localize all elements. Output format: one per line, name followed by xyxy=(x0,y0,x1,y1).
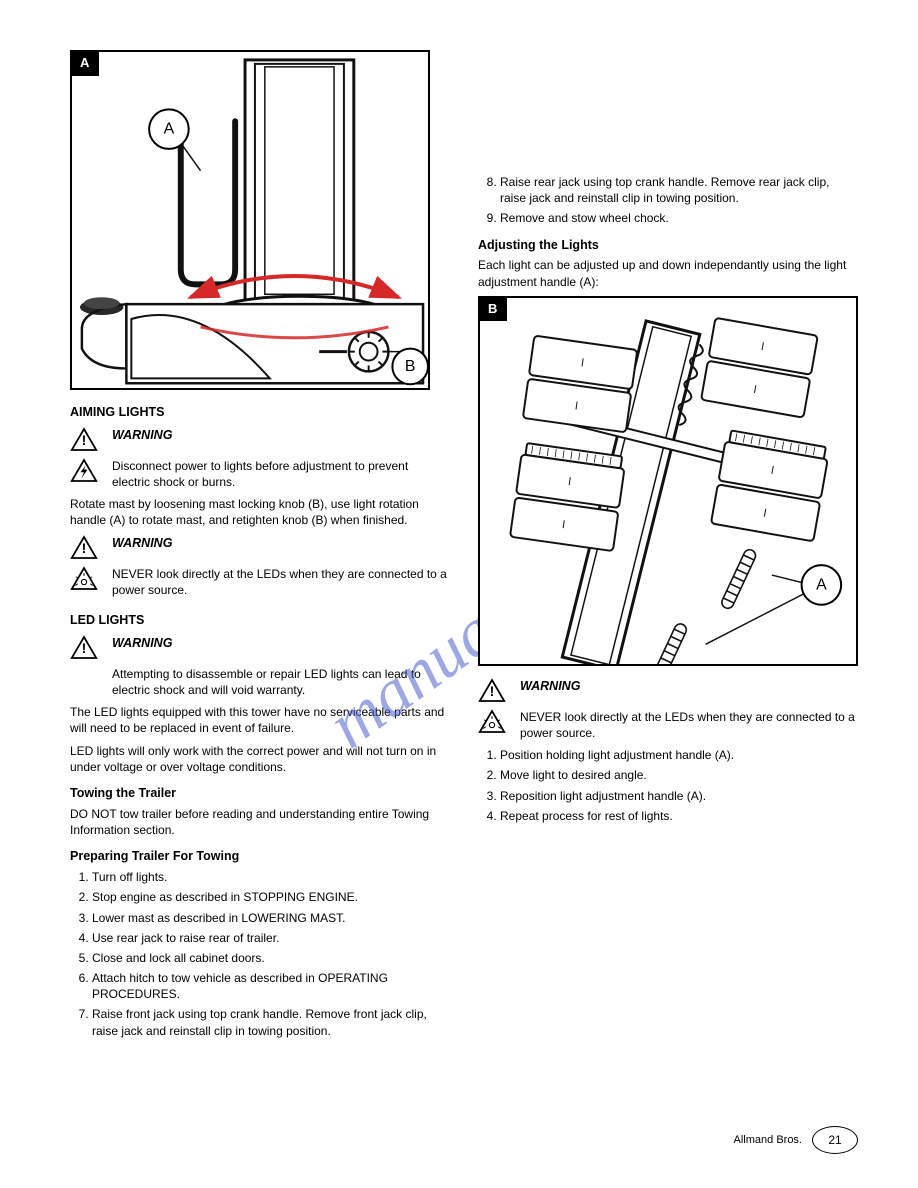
heading-towing: Towing the Trailer xyxy=(70,785,448,802)
warning-text: NEVER look directly at the LEDs when the… xyxy=(520,709,858,741)
warning-led-look-2: ! WARNING NEVER look directly at the LED… xyxy=(478,678,858,741)
list-item: Position holding light adjustment handle… xyxy=(500,747,858,763)
warning-title: WARNING xyxy=(520,678,858,695)
heading-led-lights: LED LIGHTS xyxy=(70,612,448,629)
led-note-2: LED lights will only work with the corre… xyxy=(70,743,448,775)
figure-b-callout-a: A xyxy=(816,576,827,593)
warning-triangle-icon: ! xyxy=(70,535,104,560)
warning-title: WARNING xyxy=(112,635,448,652)
footer-brand: Allmand Bros. xyxy=(734,1133,802,1148)
warning-title: WARNING xyxy=(112,535,448,552)
aim-instruction: Rotate mast by loosening mast locking kn… xyxy=(70,496,448,528)
adjust-steps: Position holding light adjustment handle… xyxy=(478,747,858,824)
list-item: Raise rear jack using top crank handle. … xyxy=(500,174,858,206)
left-column: A xyxy=(70,50,448,1045)
list-item: Raise front jack using top crank handle.… xyxy=(92,1006,448,1038)
warning-led-look: ! WARNING NEVER look directly at the LED… xyxy=(70,535,448,598)
figure-b-label: B xyxy=(478,296,507,322)
light-hazard-icon xyxy=(478,709,512,734)
svg-text:!: ! xyxy=(82,432,87,448)
list-item: Move light to desired angle. xyxy=(500,767,858,783)
heading-aiming-lights: AIMING LIGHTS xyxy=(70,404,448,421)
warning-electric: ! WARNING Disconnect power to lights bef… xyxy=(70,427,448,490)
light-hazard-icon xyxy=(70,566,104,591)
warning-led-repair: ! WARNING Attempting to disassemble or r… xyxy=(70,635,448,698)
svg-text:!: ! xyxy=(82,640,87,656)
towing-note: DO NOT tow trailer before reading and un… xyxy=(70,806,448,838)
figure-a-label: A xyxy=(70,50,99,76)
warning-title: WARNING xyxy=(112,427,448,444)
prepare-steps: Turn off lights. Stop engine as described… xyxy=(70,869,448,1039)
list-item: Use rear jack to raise rear of trailer. xyxy=(92,930,448,946)
warning-text: NEVER look directly at the LEDs when the… xyxy=(112,566,448,598)
heading-prepare-towing: Preparing Trailer For Towing xyxy=(70,848,448,865)
electric-hazard-icon xyxy=(70,458,104,483)
list-item: Attach hitch to tow vehicle as described… xyxy=(92,970,448,1002)
warning-text: Disconnect power to lights before adjust… xyxy=(112,458,448,490)
list-item: Lower mast as described in LOWERING MAST… xyxy=(92,910,448,926)
right-column: Raise rear jack using top crank handle. … xyxy=(478,50,858,1045)
warning-triangle-icon: ! xyxy=(70,635,104,660)
content-columns: A xyxy=(70,50,858,1045)
adjust-intro: Each light can be adjusted up and down i… xyxy=(478,257,858,289)
figure-a-callout-a: A xyxy=(164,121,175,138)
warning-triangle-icon: ! xyxy=(70,427,104,452)
prepare-steps-continued: Raise rear jack using top crank handle. … xyxy=(478,174,858,227)
heading-adjust-lights: Adjusting the Lights xyxy=(478,237,858,254)
list-item: Repeat process for rest of lights. xyxy=(500,808,858,824)
figure-b: B xyxy=(478,296,858,666)
list-item: Remove and stow wheel chock. xyxy=(500,210,858,226)
led-note-1: The LED lights equipped with this tower … xyxy=(70,704,448,736)
list-item: Turn off lights. xyxy=(92,869,448,885)
list-item: Stop engine as described in STOPPING ENG… xyxy=(92,889,448,905)
svg-text:!: ! xyxy=(82,539,87,555)
warning-triangle-icon: ! xyxy=(478,678,512,703)
figure-a-callout-b: B xyxy=(405,358,416,375)
warning-text: Attempting to disassemble or repair LED … xyxy=(112,666,448,698)
footer: Allmand Bros. 21 xyxy=(734,1126,858,1154)
list-item: Close and lock all cabinet doors. xyxy=(92,950,448,966)
list-item: Reposition light adjustment handle (A). xyxy=(500,788,858,804)
footer-page-number: 21 xyxy=(812,1126,858,1154)
svg-text:!: ! xyxy=(490,683,495,699)
figure-a: A xyxy=(70,50,430,390)
